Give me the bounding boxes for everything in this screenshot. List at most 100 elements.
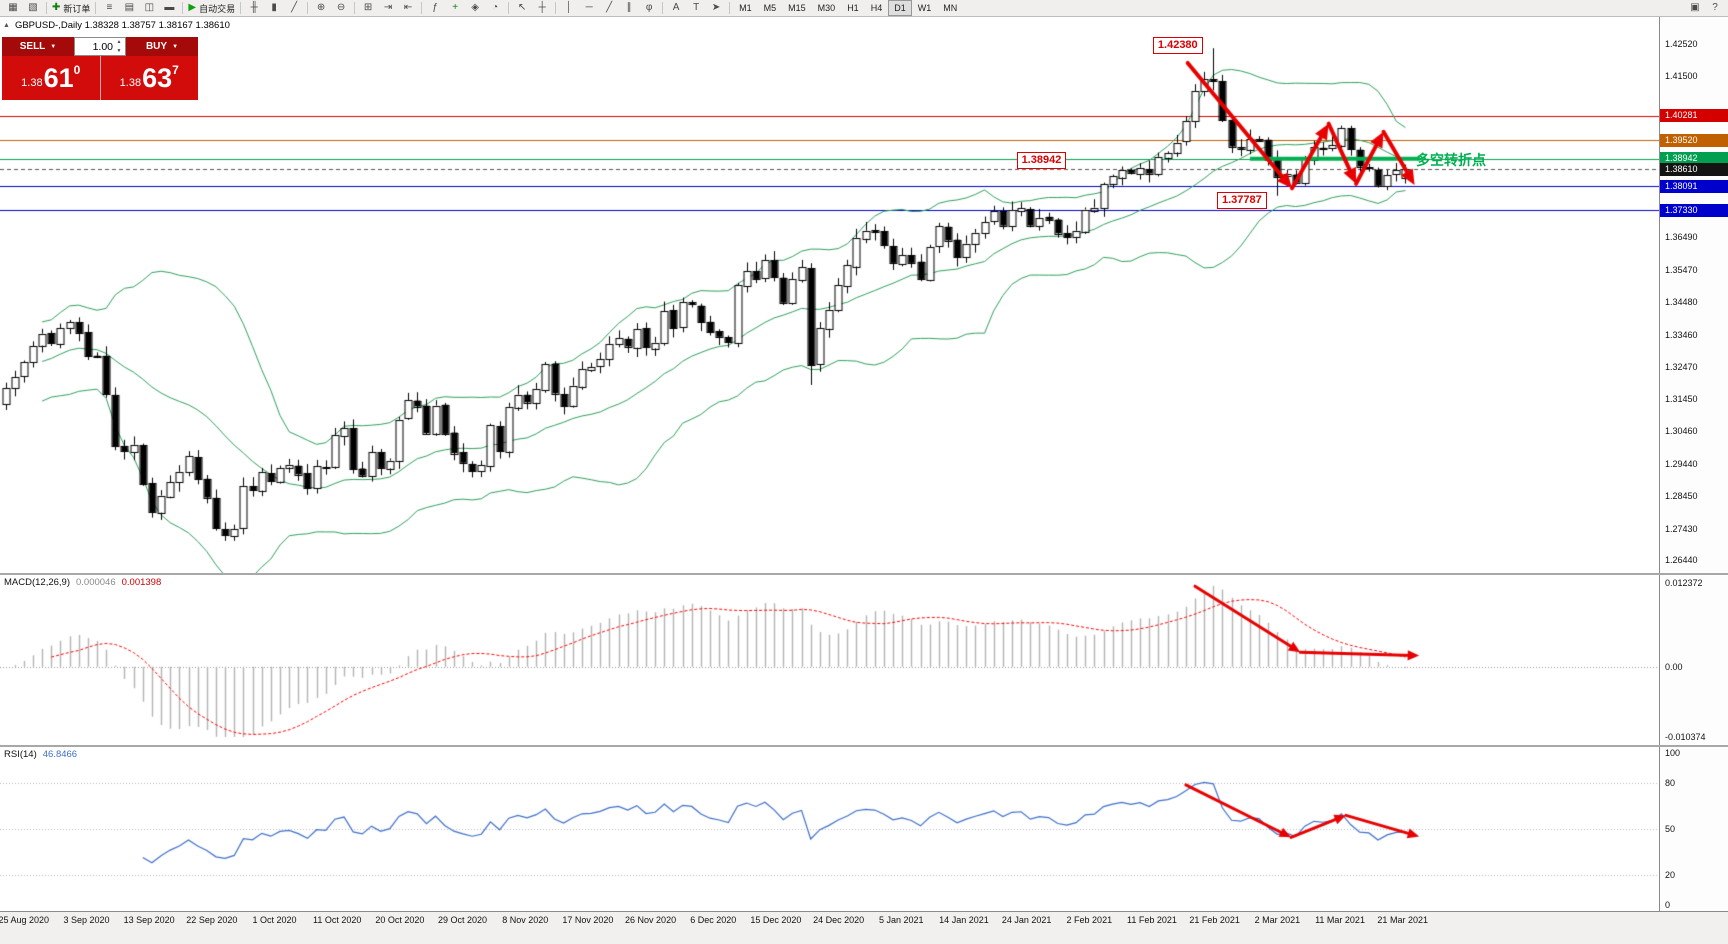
- date-label: 2 Feb 2021: [1066, 915, 1113, 925]
- timeframe-m30[interactable]: M30: [817, 3, 836, 13]
- rsi-panel[interactable]: 100 80 50 20 0 RSI(14) 46.8466: [0, 747, 1728, 911]
- timeframe-h4[interactable]: H4: [870, 3, 883, 13]
- timeframe-d1[interactable]: D1: [888, 0, 912, 16]
- crosshair-icon[interactable]: ┼: [532, 1, 552, 15]
- chart-shift-icon[interactable]: ⇤: [398, 1, 418, 15]
- volume-down-icon[interactable]: ▼: [116, 48, 122, 54]
- buy-price-big: 63: [142, 62, 173, 93]
- price-tick: 1.35470: [1665, 265, 1698, 276]
- one-click-collapse-icon[interactable]: ▲: [3, 22, 10, 29]
- vertical-line-icon: │: [566, 2, 573, 13]
- line-chart-icon[interactable]: ╱: [284, 1, 304, 15]
- price-level-tag: 1.39520: [1660, 133, 1728, 147]
- zoom-out-icon[interactable]: ⊖: [331, 1, 351, 15]
- date-label: 29 Oct 2020: [438, 915, 488, 925]
- zoom-out-icon: ⊖: [336, 2, 346, 13]
- date-label: 24 Dec 2020: [813, 915, 865, 925]
- timeframe-m5[interactable]: M5: [763, 3, 777, 13]
- macd-panel[interactable]: 0.012372 0.00 -0.010374 MACD(12,26,9) 0.00…: [0, 575, 1728, 745]
- zoom-in-icon: ⊕: [316, 2, 326, 13]
- buy-price-small: 1.38: [119, 76, 142, 89]
- add-indicator-icon[interactable]: +: [445, 1, 465, 15]
- cursor-icon[interactable]: ↖: [512, 1, 532, 15]
- rsi-label: RSI(14) 46.8466: [4, 749, 77, 760]
- date-label: 20 Oct 2020: [375, 915, 425, 925]
- date-label: 25 Aug 2020: [0, 915, 50, 925]
- timeframe-h1[interactable]: H1: [847, 3, 859, 13]
- date-label: 11 Oct 2020: [313, 915, 362, 925]
- toolbar-separator: [421, 2, 423, 14]
- date-label: 3 Sep 2020: [63, 915, 110, 925]
- vertical-line-icon[interactable]: │: [559, 1, 579, 15]
- buy-button[interactable]: BUY ▼: [126, 37, 198, 56]
- bar-chart-icon[interactable]: ╫: [244, 1, 264, 15]
- horizontal-line-icon: ─: [585, 2, 593, 13]
- price-callout-high[interactable]: 1.42380: [1152, 37, 1203, 55]
- tile-windows-icon[interactable]: ⊞: [358, 1, 378, 15]
- panel-splitter[interactable]: [0, 745, 1728, 747]
- buy-price-panel[interactable]: 1.38 63 7: [99, 56, 199, 100]
- fibonacci-icon[interactable]: φ: [639, 1, 659, 15]
- trendline-icon[interactable]: ╱: [599, 1, 619, 15]
- chart-profiles-icon[interactable]: ▧: [23, 1, 43, 15]
- rsi-canvas[interactable]: [0, 747, 1660, 911]
- text-label-icon: T: [693, 2, 700, 13]
- timeframe-mn[interactable]: MN: [943, 3, 958, 13]
- date-label: 21 Feb 2021: [1189, 915, 1240, 925]
- new-order-button[interactable]: ✚ 新订单: [50, 1, 92, 15]
- panel-splitter[interactable]: [0, 573, 1728, 575]
- macd-canvas[interactable]: [0, 575, 1660, 745]
- help-icon[interactable]: ?: [1712, 2, 1718, 13]
- chart-window-icon[interactable]: ▣: [1690, 2, 1700, 13]
- templates-icon[interactable]: ◈: [465, 1, 485, 15]
- toolbar-separator: [240, 2, 242, 14]
- toolbar-separator: [729, 2, 731, 14]
- date-label: 26 Nov 2020: [625, 915, 677, 925]
- timeframe-m15[interactable]: M15: [788, 3, 806, 13]
- price-tick: 1.36490: [1665, 232, 1698, 243]
- date-label: 13 Sep 2020: [123, 915, 175, 925]
- sell-button[interactable]: SELL ▼: [2, 37, 74, 56]
- timeframe-w1[interactable]: W1: [917, 3, 932, 13]
- equidistant-channel-icon[interactable]: ∥: [619, 1, 639, 15]
- periods-icon[interactable]: ◔: [485, 1, 505, 15]
- data-window-icon[interactable]: ▤: [119, 1, 139, 15]
- market-watch-icon[interactable]: ≡: [99, 1, 119, 15]
- arrow-objects-icon[interactable]: ➤: [706, 1, 726, 15]
- main-chart-panel[interactable]: 1.42520 1.41500 1.36490 1.35470 1.34480 1.334…: [0, 17, 1728, 573]
- one-click-trading-widget: SELL ▼ 1.00 ▲ ▼ BUY ▼: [2, 37, 198, 100]
- text-label-icon[interactable]: T: [686, 1, 706, 15]
- sell-price-panel[interactable]: 1.38 61 0: [2, 56, 100, 100]
- macd-tick: -0.010374: [1665, 732, 1706, 742]
- volume-up-icon[interactable]: ▲: [116, 39, 122, 45]
- rsi-tick: 80: [1665, 778, 1676, 789]
- price-tick: 1.31450: [1665, 394, 1698, 405]
- autotrading-button[interactable]: ▶ 自动交易: [186, 1, 237, 15]
- indicators-icon[interactable]: ƒ: [425, 1, 445, 15]
- price-canvas[interactable]: [0, 17, 1660, 573]
- date-label: 8 Nov 2020: [502, 915, 549, 925]
- volume-input[interactable]: 1.00 ▲ ▼: [74, 37, 126, 56]
- macd-label: MACD(12,26,9) 0.000046 0.001398: [4, 577, 161, 588]
- zoom-in-icon[interactable]: ⊕: [311, 1, 331, 15]
- auto-scroll-icon[interactable]: ⇥: [378, 1, 398, 15]
- text-icon: A: [672, 2, 680, 13]
- turning-point-note[interactable]: 多空转折点: [1415, 151, 1486, 168]
- data-window-icon: ▤: [124, 2, 135, 13]
- navigator-icon[interactable]: ◫: [139, 1, 159, 15]
- price-callout-low[interactable]: 1.37787: [1216, 192, 1267, 210]
- timeframe-m1[interactable]: M1: [739, 3, 752, 13]
- crosshair-icon: ┼: [538, 2, 546, 13]
- text-icon[interactable]: A: [666, 1, 686, 15]
- terminal-icon[interactable]: ▬: [159, 1, 179, 15]
- new-order-button: ✚: [52, 2, 61, 13]
- candlestick-chart-icon[interactable]: ▮: [264, 1, 284, 15]
- price-callout-level[interactable]: 1.38942: [1016, 151, 1067, 169]
- horizontal-line-icon[interactable]: ─: [579, 1, 599, 15]
- toolbar-separator: [182, 2, 184, 14]
- new-chart-icon[interactable]: ▦: [3, 1, 23, 15]
- macd-scale: 0.012372 0.00 -0.010374: [1659, 575, 1728, 745]
- rsi-value: 46.8466: [42, 749, 78, 760]
- price-tick: 1.28450: [1665, 490, 1698, 501]
- date-label: 17 Nov 2020: [562, 915, 614, 925]
